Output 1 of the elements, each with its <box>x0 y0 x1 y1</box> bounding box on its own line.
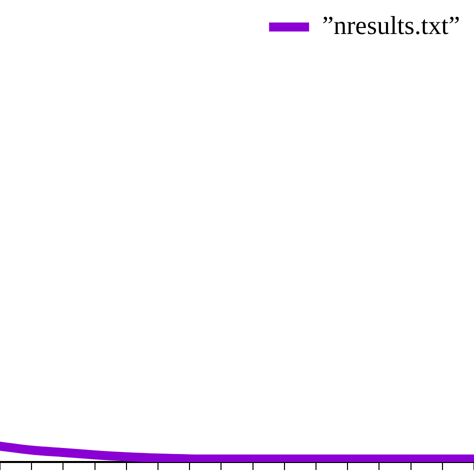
legend-label: ”nresults.txt” <box>322 10 460 40</box>
